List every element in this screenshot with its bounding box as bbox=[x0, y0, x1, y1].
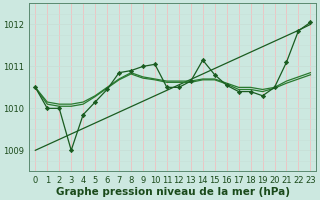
X-axis label: Graphe pression niveau de la mer (hPa): Graphe pression niveau de la mer (hPa) bbox=[56, 187, 290, 197]
